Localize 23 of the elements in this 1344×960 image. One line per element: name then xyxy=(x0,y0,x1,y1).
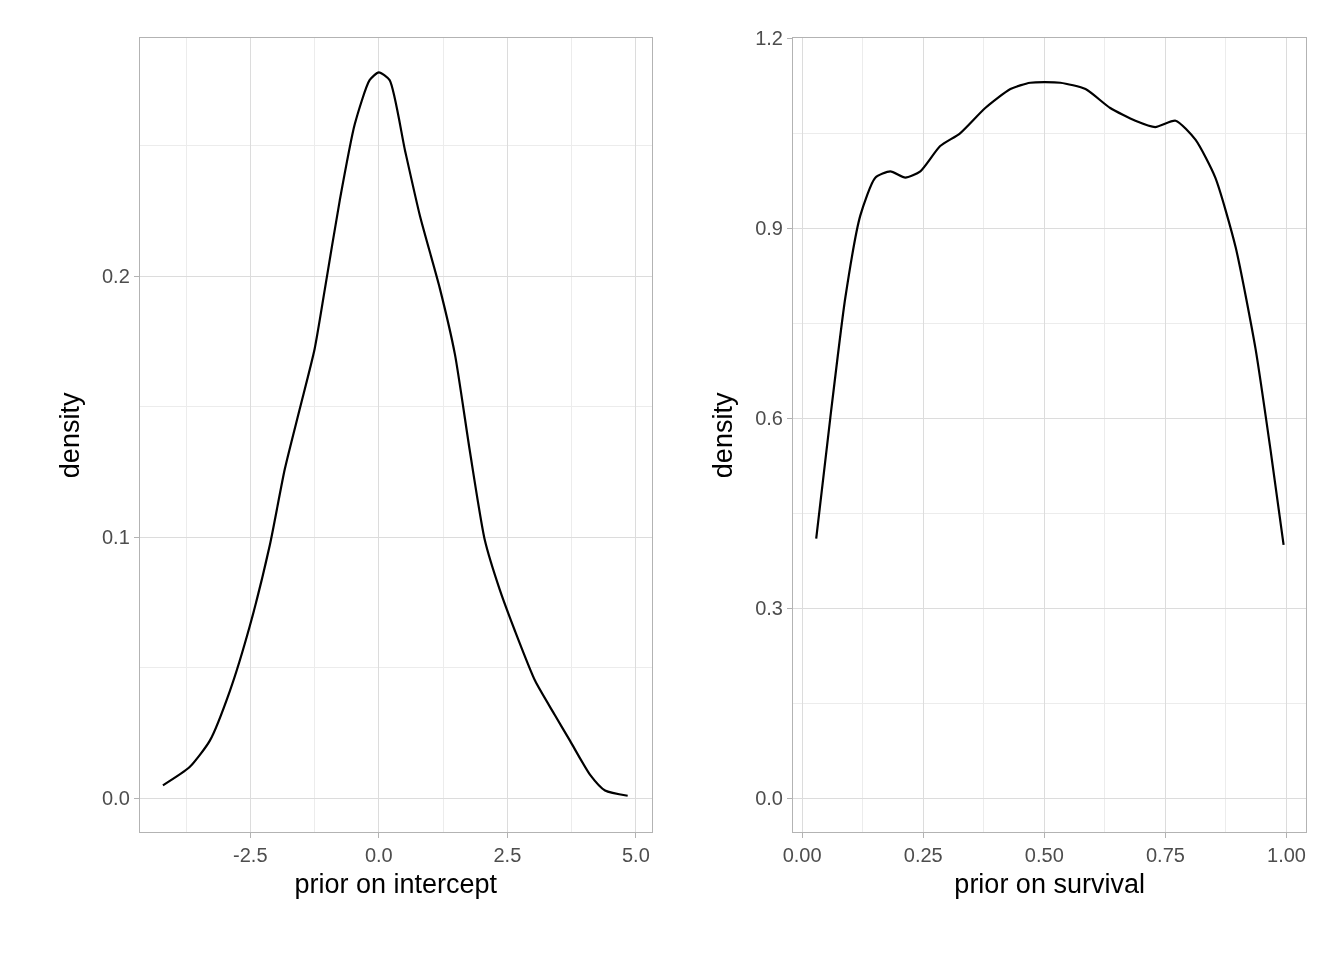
x-axis-title: prior on intercept xyxy=(294,868,498,899)
x-tick-label: 5.0 xyxy=(622,844,650,867)
y-tick-label: 0.9 xyxy=(755,217,783,240)
x-tick-label: 0.25 xyxy=(903,844,943,867)
x-tick-label: 0.0 xyxy=(364,844,393,867)
line-series xyxy=(815,81,1285,546)
y-tick-label: 0.0 xyxy=(101,787,130,810)
y-tick-label: 0.6 xyxy=(755,407,783,430)
x-axis-title: prior on survival xyxy=(954,868,1145,899)
x-tick-label: 0.50 xyxy=(1024,844,1064,867)
line-series xyxy=(161,71,629,797)
x-tick-label: 1.00 xyxy=(1267,844,1306,867)
x-tick-label: 2.5 xyxy=(493,844,522,867)
x-tick-label: -2.5 xyxy=(233,844,268,867)
y-tick-label: 0.2 xyxy=(101,265,130,288)
y-tick-label: 0.0 xyxy=(755,787,783,810)
x-tick-label: 0.00 xyxy=(782,844,822,867)
y-axis-title: density xyxy=(55,392,86,479)
y-tick-label: 0.3 xyxy=(755,597,783,620)
y-tick-label: 1.2 xyxy=(755,27,783,50)
x-tick-label: 0.75 xyxy=(1145,844,1185,867)
y-tick-label: 0.1 xyxy=(101,526,130,549)
y-axis-title: density xyxy=(708,392,739,479)
